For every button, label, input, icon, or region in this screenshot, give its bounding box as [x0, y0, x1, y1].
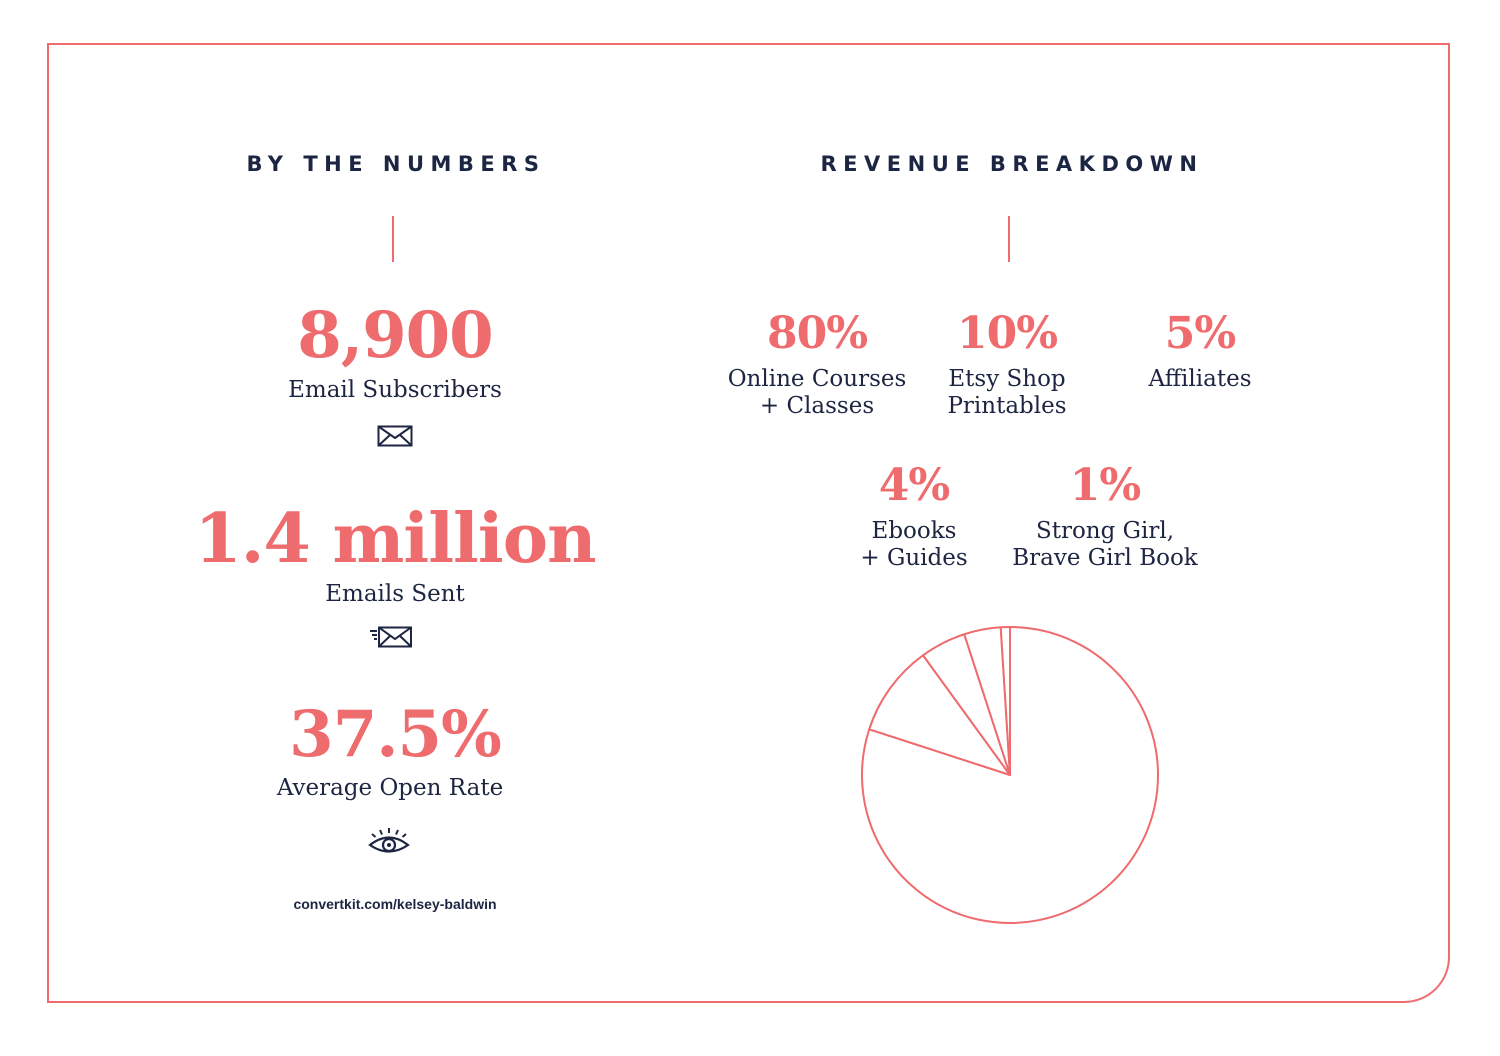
by-the-numbers-heading: BY THE NUMBERS	[246, 152, 546, 176]
revenue-percent: 10%	[956, 308, 1058, 359]
pie-slice-4	[999, 625, 1011, 776]
convertkit-url[interactable]: convertkit.com/kelsey-baldwin	[293, 896, 497, 912]
open-rate-value: 37.5%	[289, 697, 502, 772]
revenue-item-affiliates: 5% Affiliates	[1149, 312, 1252, 393]
emails-sent-label: Emails Sent	[325, 581, 465, 607]
revenue-breakdown-heading: REVENUE BREAKDOWN	[820, 152, 1204, 176]
envelope-icon	[377, 425, 413, 447]
revenue-item-online-courses: 80% Online Courses + Classes	[728, 312, 907, 420]
subscribers-label: Email Subscribers	[288, 377, 502, 403]
divider-line	[392, 216, 394, 262]
revenue-percent: 1%	[1069, 460, 1141, 511]
revenue-pie-chart	[861, 625, 1159, 924]
revenue-item-ebooks: 4% Ebooks + Guides	[860, 464, 967, 572]
revenue-percent: 4%	[878, 460, 950, 511]
open-rate-label: Average Open Rate	[276, 775, 504, 801]
revenue-label: Online Courses + Classes	[727, 366, 907, 419]
revenue-percent: 80%	[766, 308, 868, 359]
emails-sent-value: 1.4 million	[194, 499, 596, 579]
subscribers-value: 8,900	[297, 298, 493, 373]
revenue-item-etsy-shop: 10% Etsy Shop Printables	[947, 312, 1066, 420]
eye-icon	[368, 828, 410, 853]
pie-slice-1	[868, 654, 1011, 776]
page-frame	[47, 43, 1450, 1003]
revenue-label: Etsy Shop Printables	[947, 366, 1067, 419]
revenue-label: Strong Girl, Brave Girl Book	[1012, 518, 1198, 571]
revenue-label: Affiliates	[1148, 366, 1252, 392]
revenue-item-book: 1% Strong Girl, Brave Girl Book	[1012, 464, 1197, 572]
revenue-label: Ebooks + Guides	[860, 518, 968, 571]
divider-line	[1008, 216, 1010, 262]
sent-envelope-icon	[370, 626, 412, 648]
revenue-percent: 5%	[1164, 308, 1236, 359]
